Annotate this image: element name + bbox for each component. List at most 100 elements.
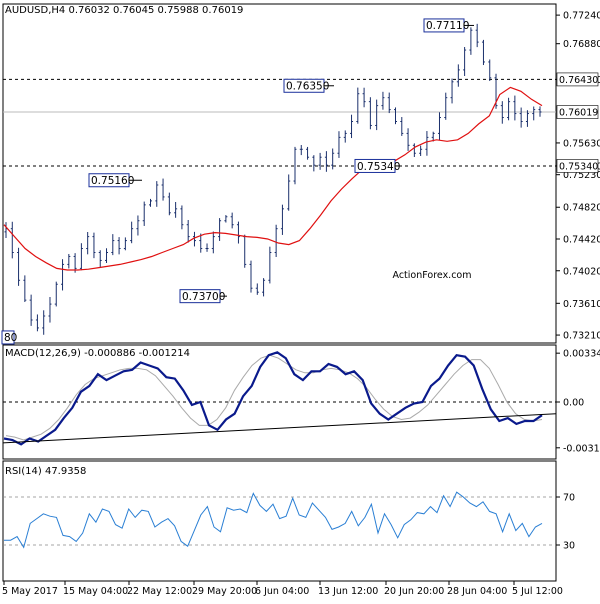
candle	[519, 107, 523, 128]
price-axis-tick-label: 0.74420	[563, 234, 600, 245]
candle	[280, 204, 284, 235]
level-price-tag-label: 0.75340	[559, 161, 598, 172]
candle	[92, 232, 96, 259]
macd-header: MACD(12,26,9) -0.000886 -0.001214	[5, 348, 190, 359]
moving-average-line	[3, 86, 543, 271]
candle	[368, 97, 372, 130]
price-axis-tick-label: 0.74020	[563, 266, 600, 277]
price-axis-tick-label: 0.76880	[563, 39, 600, 50]
rsi-axis-tick-label: 70	[563, 493, 575, 504]
candle	[293, 146, 297, 185]
candle	[186, 219, 190, 243]
candle	[463, 47, 467, 76]
candle	[299, 145, 303, 156]
candle	[475, 23, 479, 48]
candle	[117, 237, 121, 255]
macd-axis-tick-label: -0.003134	[563, 443, 600, 454]
candle	[375, 99, 379, 131]
level-price-tag-label: 0.76430	[559, 75, 598, 86]
candle	[488, 59, 492, 82]
candle	[86, 231, 90, 255]
rsi-panel-frame	[2, 460, 557, 582]
candle	[268, 246, 272, 284]
candle	[155, 181, 159, 207]
rsi-axis-tick-label: 30	[563, 541, 575, 552]
annotation-label: 80	[4, 332, 17, 344]
price-axis-tick-label: 0.75230	[563, 170, 600, 181]
candle	[525, 110, 529, 127]
candle	[507, 97, 511, 121]
annotation-label: 0.75340	[357, 161, 400, 173]
annotation-label: 0.77110	[426, 20, 469, 32]
macd-trendline	[2, 413, 557, 444]
candle	[17, 247, 21, 286]
candle	[61, 259, 65, 291]
candle	[431, 131, 435, 142]
candle	[161, 178, 165, 201]
price-axis-tick-label: 0.77240	[563, 11, 600, 22]
candle	[350, 114, 354, 139]
time-axis-tick-label: 22 May 12:00	[127, 586, 192, 597]
candle	[337, 131, 341, 158]
candle	[262, 278, 266, 297]
time-axis-tick-label: 20 Jun 20:00	[384, 586, 444, 597]
candle	[437, 112, 441, 141]
candle	[79, 243, 83, 271]
candle	[54, 281, 58, 307]
price-axis-tick-label: 0.74820	[563, 203, 600, 214]
time-axis-tick-label: 15 May 04:00	[63, 586, 128, 597]
candle	[481, 39, 485, 66]
candle	[419, 145, 423, 157]
candle	[343, 130, 347, 143]
level-price-tag	[556, 159, 599, 173]
candle	[42, 310, 46, 335]
level-price-tag	[556, 72, 599, 87]
candle	[224, 215, 228, 223]
candle	[67, 253, 71, 269]
candle	[130, 221, 134, 244]
candle	[148, 198, 152, 207]
candle	[362, 87, 366, 108]
time-axis-tick-label: 5 May 2017	[2, 586, 58, 597]
annotation-label: 0.73700	[182, 291, 225, 303]
time-axis-tick-label: 29 May 20:00	[192, 586, 257, 597]
candle	[469, 27, 473, 55]
candle	[142, 201, 146, 226]
current-price-tag-label: 0.76019	[559, 108, 598, 119]
candle	[249, 260, 253, 293]
candle	[381, 91, 385, 110]
price-panel-frame	[2, 3, 557, 344]
candle	[394, 107, 398, 125]
candle	[10, 221, 14, 259]
candle	[318, 152, 322, 170]
candle	[98, 250, 102, 268]
time-axis-tick-label: 5 Jul 12:00	[512, 586, 563, 597]
candle	[174, 202, 178, 218]
candle	[180, 205, 184, 230]
watermark: ActionForex.com	[393, 270, 472, 281]
candle	[274, 224, 278, 258]
candle	[105, 248, 109, 264]
annotation-label: 0.75160	[91, 175, 134, 187]
candle	[500, 101, 504, 124]
candle	[356, 87, 360, 124]
time-axis-tick-label: 28 Jun 04:00	[447, 586, 507, 597]
candle	[400, 117, 404, 136]
main-header: AUDUSD,H4 0.76032 0.76045 0.75988 0.7601…	[5, 5, 243, 16]
price-annotation: 0.77110	[423, 18, 474, 33]
candle	[312, 155, 316, 172]
price-axis-tick-label: 0.75630	[563, 138, 600, 149]
price-annotation: 0.75340	[354, 158, 400, 173]
candle	[123, 237, 127, 251]
candle	[450, 78, 454, 104]
candle	[230, 212, 234, 229]
price-axis-tick-label: 0.73610	[563, 299, 600, 310]
candle	[23, 275, 27, 303]
candle	[532, 106, 536, 121]
candle	[387, 92, 391, 114]
candle	[167, 192, 171, 216]
candle	[236, 221, 240, 244]
price-annotation: 0.75160	[88, 173, 142, 188]
